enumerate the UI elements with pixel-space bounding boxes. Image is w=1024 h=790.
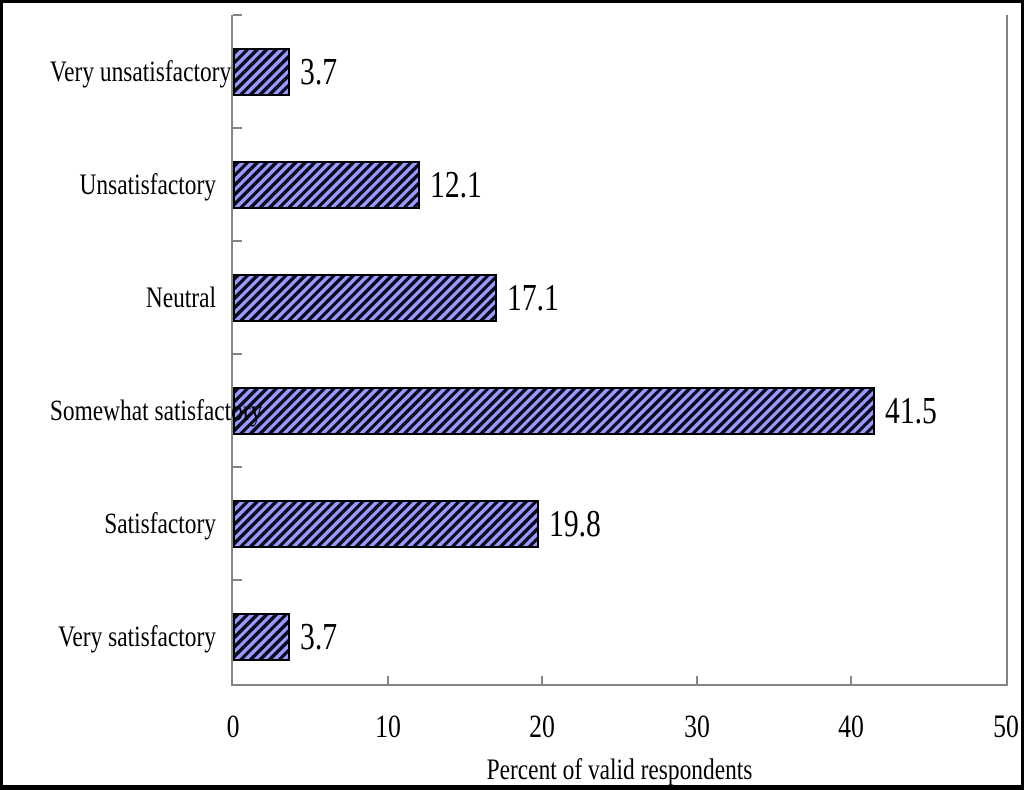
bar-very-satisfactory — [233, 612, 291, 661]
x-axis-tick — [386, 676, 389, 684]
y-axis-tick — [233, 579, 242, 581]
bar-value-label: 19.8 — [549, 502, 601, 545]
bar-value-label: 41.5 — [884, 389, 937, 432]
category-label: Unsatisfactory — [79, 167, 216, 201]
x-axis-tick — [541, 676, 544, 684]
bar-value-label: 12.1 — [430, 163, 482, 206]
y-axis-tick — [233, 127, 242, 129]
category-label: Neutral — [145, 280, 216, 314]
x-tick-label: 0 — [226, 709, 240, 745]
x-tick-label: 30 — [683, 709, 710, 745]
x-axis-title: Percent of valid respondents — [486, 753, 753, 786]
y-axis-tick — [233, 240, 242, 242]
bar-value-label: 17.1 — [507, 276, 560, 319]
bar-somewhat-satisfactory — [233, 386, 875, 435]
category-label: Somewhat satisfactory — [49, 393, 263, 427]
bar-satisfactory — [233, 499, 540, 548]
y-axis-tick — [233, 14, 242, 16]
bar-neutral — [233, 273, 498, 322]
x-tick-label: 50 — [993, 709, 1019, 745]
x-tick-label: 10 — [374, 709, 401, 745]
x-tick-label: 40 — [838, 709, 865, 745]
x-axis-tick — [695, 676, 698, 684]
plot-area: 3.7 12.1 17.1 41.5 19.8 3.7 — [231, 14, 1008, 686]
bar-value-label: 3.7 — [300, 50, 338, 93]
bar-unsatisfactory — [233, 160, 421, 209]
x-tick-label: 20 — [529, 709, 556, 745]
x-axis-tick — [850, 676, 853, 684]
y-axis-tick — [233, 353, 242, 355]
category-label: Very unsatisfactory — [49, 54, 232, 88]
category-label: Satisfactory — [104, 506, 216, 540]
bar-value-label: 3.7 — [300, 615, 338, 658]
y-axis-tick — [233, 466, 242, 468]
bar-very-unsatisfactory — [233, 47, 291, 96]
category-label: Very satisfactory — [58, 619, 216, 653]
